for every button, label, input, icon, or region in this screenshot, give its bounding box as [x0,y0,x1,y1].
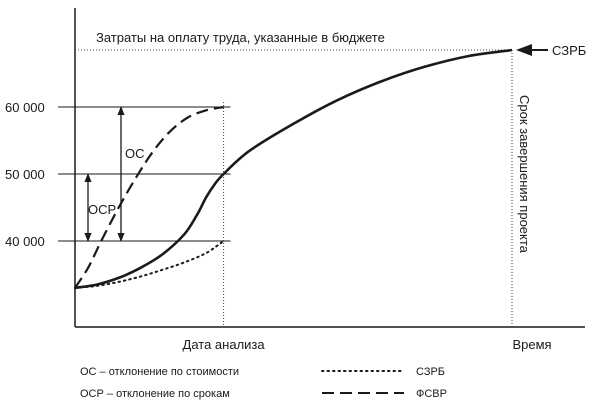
end-marker-label: СЗРБ [552,43,586,58]
x-axis-label: Время [512,337,551,352]
legend-note-schedule-variance: ОСР – отклонение по срокам [80,388,230,400]
budget-label: Затраты на оплату труда, указанные в бюд… [96,30,385,45]
legend-note-cost-variance: ОС – отклонение по стоимости [80,366,239,378]
end-marker-arrow-head [516,44,532,57]
analysis-date-label: Дата анализа [183,337,266,352]
y-tick-label-2: 60 000 [5,100,45,115]
series-szrb [74,240,225,289]
legend: ОС – отклонение по стоимости ОСР – откло… [80,366,447,400]
series-fsvr [74,105,224,289]
annotation-label-1: ОСР [88,202,116,217]
legend-label-szrb: СЗРБ [416,366,445,378]
annotation-label-0: ОС [125,146,145,161]
series-actual-cost [74,48,513,290]
y-tick-label-1: 50 000 [5,167,45,182]
y-tick-label-0: 40 000 [5,234,45,249]
series-group [74,48,513,290]
annotations: ОС ОСР [84,106,145,242]
legend-label-fsvr: ФСВР [416,388,447,400]
y-ticks: 40 000 50 000 60 000 [5,100,231,249]
completion-date-label: Срок завершения проекта [517,95,532,254]
